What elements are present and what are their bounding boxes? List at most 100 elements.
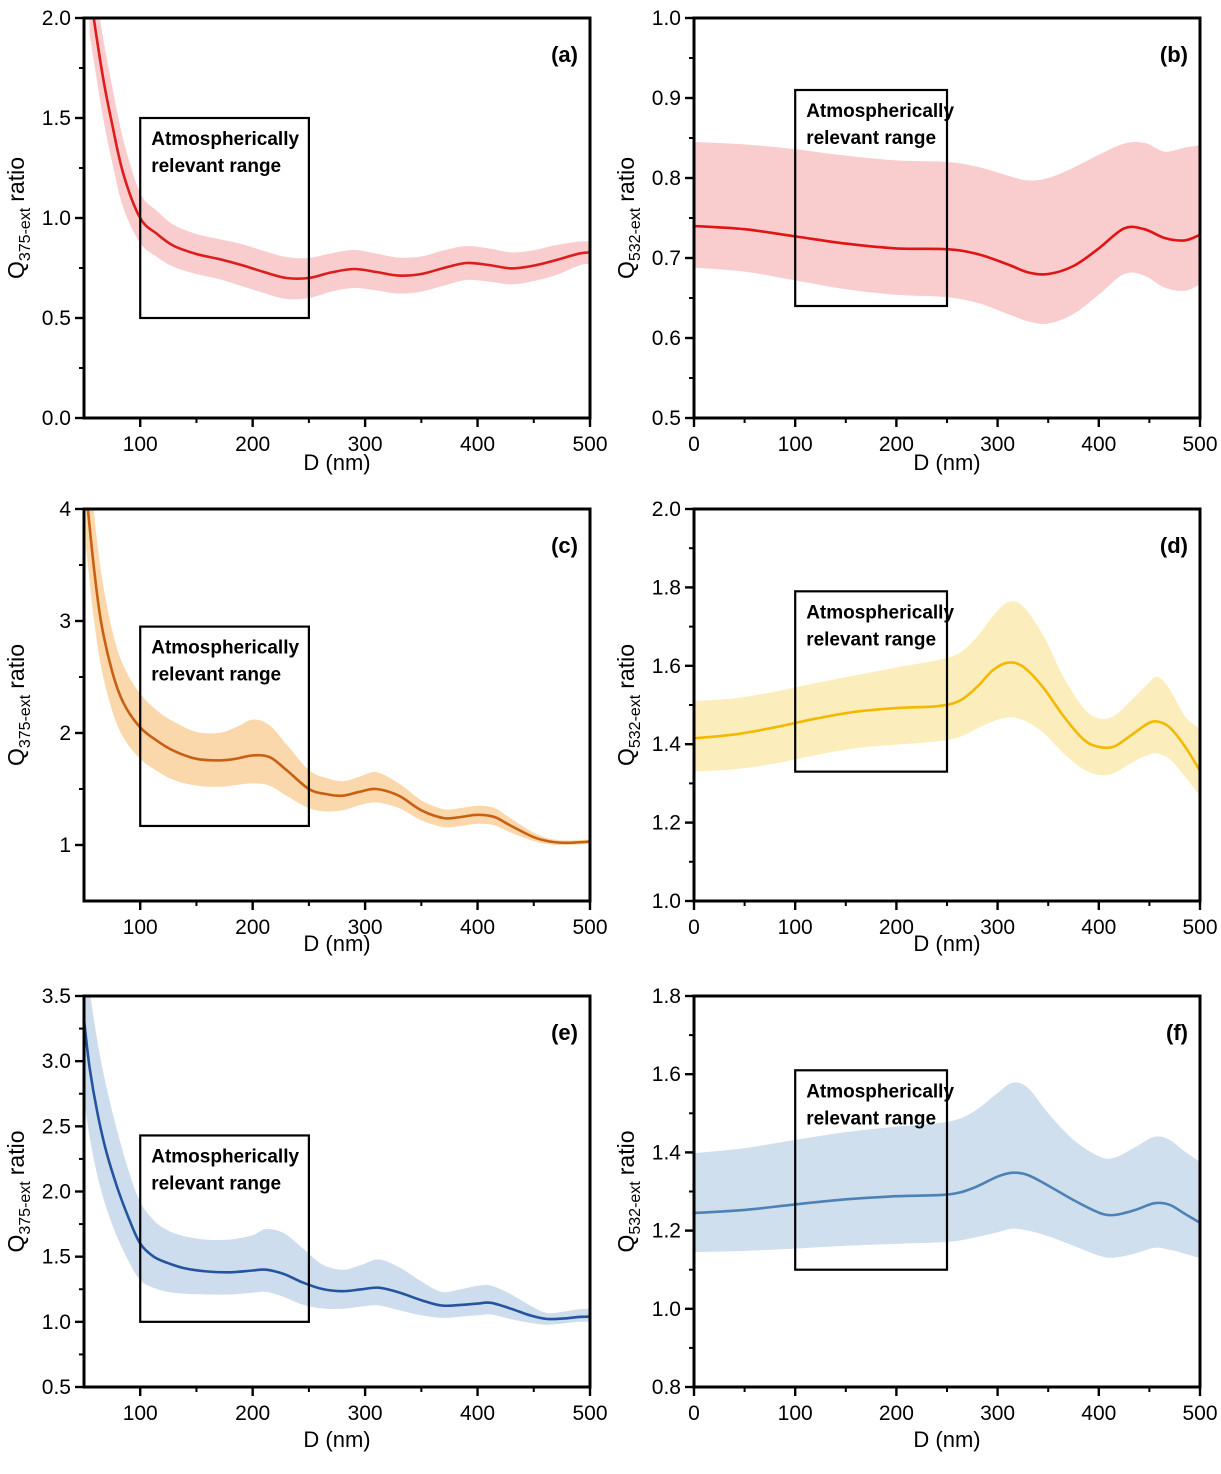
x-tick-label: 300 — [980, 433, 1015, 456]
y-tick-label: 3.0 — [42, 1050, 71, 1073]
relevant-range-box — [139, 116, 310, 320]
panel-label: (f) — [1166, 1020, 1188, 1045]
y-tick-label: 1.0 — [42, 1311, 71, 1334]
chart-f: 0 100 200 300 400 500 0.8 1.0 1.2 1.4 1.6 1.8 D (nm)… — [613, 985, 1218, 1452]
x-tick-label: 200 — [879, 916, 914, 939]
panel-f: 0 100 200 300 400 500 0.8 1.0 1.2 1.4 1.6 1.8 D (nm)… — [610, 982, 1221, 1474]
y-tick-label: 2.5 — [42, 1115, 71, 1138]
y-axis-label: Q532-extratio — [613, 644, 644, 766]
x-tick-label: 300 — [348, 916, 383, 939]
y-tick-label: 1.0 — [652, 1298, 681, 1321]
x-tick-label: 0 — [688, 433, 700, 456]
relevant-range-box — [139, 625, 310, 828]
x-axis-label: D (nm) — [303, 450, 370, 475]
panel-a: 100 200 300 400 500 0.0 0.5 1.0 1.5 2.0 D (nm) Q375… — [0, 0, 610, 484]
panel-label: (c) — [551, 533, 578, 558]
y-tick-label: 2 — [59, 722, 71, 745]
y-tick-label: 1.2 — [652, 1220, 681, 1243]
x-axis-label: D (nm) — [913, 450, 980, 475]
annotation-line1: Atmospherically — [806, 101, 954, 122]
x-tick-label: 500 — [1182, 1402, 1217, 1425]
relevant-range-box — [139, 1134, 310, 1323]
relevant-range-box — [794, 590, 949, 773]
y-tick-label: 1.0 — [42, 207, 71, 230]
panel-b: 0 100 200 300 400 500 0.5 0.6 0.7 0.8 0.9 1.0 D (nm)… — [610, 0, 1221, 484]
x-tick-label: 400 — [460, 1402, 495, 1425]
y-tick-label: 1.0 — [652, 890, 681, 913]
x-tick-label: 400 — [460, 916, 495, 939]
uncertainty-band — [89, 18, 590, 300]
y-tick-label: 1.5 — [42, 107, 71, 130]
x-tick-label: 500 — [572, 433, 607, 456]
x-tick-label: 400 — [1081, 916, 1116, 939]
x-tick-label: 100 — [123, 916, 158, 939]
annotation-line1: Atmospherically — [151, 1146, 299, 1167]
y-tick-label: 1.5 — [42, 1246, 71, 1269]
y-tick-label: 2.0 — [652, 498, 681, 521]
x-tick-label: 200 — [235, 916, 270, 939]
uncertainty-band — [84, 996, 590, 1325]
y-tick-label: 0.6 — [652, 327, 681, 350]
y-tick-label: 1.8 — [652, 985, 681, 1008]
x-tick-label: 0 — [688, 916, 700, 939]
panel-label: (e) — [551, 1020, 578, 1045]
y-tick-label: 0.8 — [652, 1376, 681, 1399]
x-tick-label: 100 — [123, 1402, 158, 1425]
x-tick-label: 400 — [1081, 433, 1116, 456]
y-tick-label: 1.2 — [652, 812, 681, 835]
x-tick-label: 500 — [1182, 433, 1217, 456]
y-tick-label: 3 — [59, 610, 71, 633]
x-tick-label: 100 — [778, 433, 813, 456]
x-tick-label: 0 — [688, 1402, 700, 1425]
plot-frame — [82, 507, 592, 903]
y-axis-label: Q375-extratio — [3, 157, 34, 279]
y-tick-label: 0.0 — [42, 407, 71, 430]
y-tick-label: 1.4 — [652, 733, 682, 756]
x-axis-label: D (nm) — [913, 931, 980, 956]
y-axis-label: Q532-extratio — [613, 1130, 644, 1252]
panel-c: 100 200 300 400 500 1 2 3 4 D (nm) Q375-extratio At… — [0, 484, 610, 982]
y-tick-label: 3.5 — [42, 985, 71, 1008]
y-tick-label: 1.6 — [652, 1063, 681, 1086]
x-tick-label: 100 — [778, 916, 813, 939]
chart-b: 0 100 200 300 400 500 0.5 0.6 0.7 0.8 0.9 1.0 D (nm)… — [613, 7, 1218, 475]
x-tick-label: 200 — [235, 433, 270, 456]
y-tick-label: 1.8 — [652, 576, 681, 599]
relevant-range-box — [794, 88, 949, 308]
mean-line — [694, 661, 1200, 773]
annotation-line2: relevant range — [806, 629, 936, 650]
y-tick-label: 1.0 — [652, 7, 681, 30]
relevant-range-box — [794, 1069, 949, 1271]
annotation-line2: relevant range — [806, 128, 936, 149]
annotation-line2: relevant range — [151, 665, 281, 686]
y-axis-label: Q532-extratio — [613, 157, 644, 279]
chart-e: 100 200 300 400 500 0.5 1.0 1.5 2.0 2.5 3.0 3.5 D (n… — [3, 985, 608, 1452]
panel-d: 0 100 200 300 400 500 1.0 1.2 1.4 1.6 1.8 2.0 D (nm)… — [610, 484, 1221, 982]
panel-label: (d) — [1160, 533, 1188, 558]
annotation-line2: relevant range — [806, 1108, 936, 1129]
y-tick-label: 1.4 — [652, 1141, 682, 1164]
chart-a: 100 200 300 400 500 0.0 0.5 1.0 1.5 2.0 D (nm) Q375… — [3, 7, 608, 475]
chart-c: 100 200 300 400 500 1 2 3 4 D (nm) Q375-extratio At… — [3, 498, 608, 956]
x-tick-label: 300 — [980, 1402, 1015, 1425]
x-tick-label: 200 — [879, 1402, 914, 1425]
y-tick-label: 0.9 — [652, 87, 681, 110]
annotation-line2: relevant range — [151, 156, 281, 177]
x-tick-label: 500 — [1182, 916, 1217, 939]
mean-line — [84, 1018, 590, 1321]
panel-label: (a) — [551, 42, 578, 67]
x-axis-label: D (nm) — [303, 1427, 370, 1452]
mean-line — [694, 224, 1200, 276]
annotation-line1: Atmospherically — [151, 638, 299, 659]
y-tick-label: 2.0 — [42, 1181, 71, 1204]
x-tick-label: 100 — [778, 1402, 813, 1425]
annotation-line1: Atmospherically — [806, 1081, 954, 1102]
mean-line — [694, 1171, 1200, 1225]
y-axis-label: Q375-extratio — [3, 1130, 34, 1252]
y-tick-label: 4 — [59, 498, 71, 521]
x-axis-label: D (nm) — [913, 1427, 980, 1452]
chart-d: 0 100 200 300 400 500 1.0 1.2 1.4 1.6 1.8 2.0 D (nm)… — [613, 498, 1218, 956]
x-tick-label: 200 — [235, 1402, 270, 1425]
mean-line — [86, 509, 590, 845]
